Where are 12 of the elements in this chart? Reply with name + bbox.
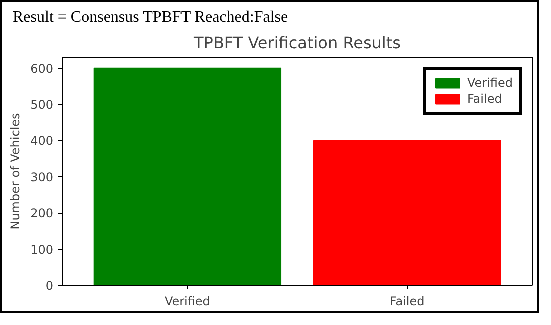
y-tick-label: 100	[30, 242, 54, 257]
y-tick-label: 300	[30, 170, 54, 184]
y-tick-label: 200	[30, 206, 54, 221]
y-axis-title: Number of Vehicles	[8, 113, 23, 230]
y-tick-label: 400	[30, 134, 54, 148]
legend-label: Verified	[468, 76, 513, 90]
y-tick-label: 600	[30, 62, 54, 76]
y-tick-label: 0	[46, 279, 54, 293]
y-tick-label: 500	[30, 98, 54, 112]
chart-title: TPBFT Verification Results	[193, 34, 401, 52]
legend-label: Failed	[468, 92, 502, 106]
text: Result = Consensus TPBFT Reached:False	[13, 8, 288, 28]
